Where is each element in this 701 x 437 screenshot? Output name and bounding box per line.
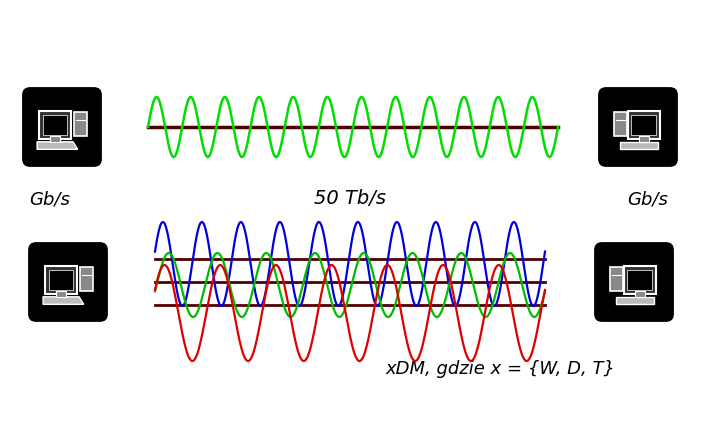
FancyBboxPatch shape (598, 87, 678, 167)
FancyBboxPatch shape (48, 270, 74, 290)
FancyBboxPatch shape (634, 291, 645, 297)
FancyBboxPatch shape (74, 112, 87, 136)
FancyBboxPatch shape (628, 111, 660, 139)
Text: Gb/s: Gb/s (29, 190, 70, 208)
FancyBboxPatch shape (28, 242, 108, 322)
FancyBboxPatch shape (624, 266, 655, 294)
Polygon shape (620, 142, 658, 149)
FancyBboxPatch shape (22, 87, 102, 167)
Polygon shape (37, 142, 78, 149)
Polygon shape (43, 297, 83, 304)
FancyBboxPatch shape (39, 111, 71, 139)
FancyBboxPatch shape (632, 114, 656, 135)
FancyBboxPatch shape (50, 136, 60, 142)
FancyBboxPatch shape (43, 114, 67, 135)
FancyBboxPatch shape (627, 270, 652, 290)
FancyBboxPatch shape (56, 291, 67, 297)
FancyBboxPatch shape (614, 112, 627, 136)
FancyBboxPatch shape (594, 242, 674, 322)
Text: Gb/s: Gb/s (627, 190, 669, 208)
FancyBboxPatch shape (45, 266, 77, 294)
Text: 50 Tb/s: 50 Tb/s (314, 190, 386, 208)
FancyBboxPatch shape (610, 267, 623, 291)
Polygon shape (616, 297, 654, 304)
FancyBboxPatch shape (80, 267, 93, 291)
Text: xDM, gdzie x = {W, D, T}: xDM, gdzie x = {W, D, T} (385, 360, 615, 378)
FancyBboxPatch shape (639, 136, 649, 142)
